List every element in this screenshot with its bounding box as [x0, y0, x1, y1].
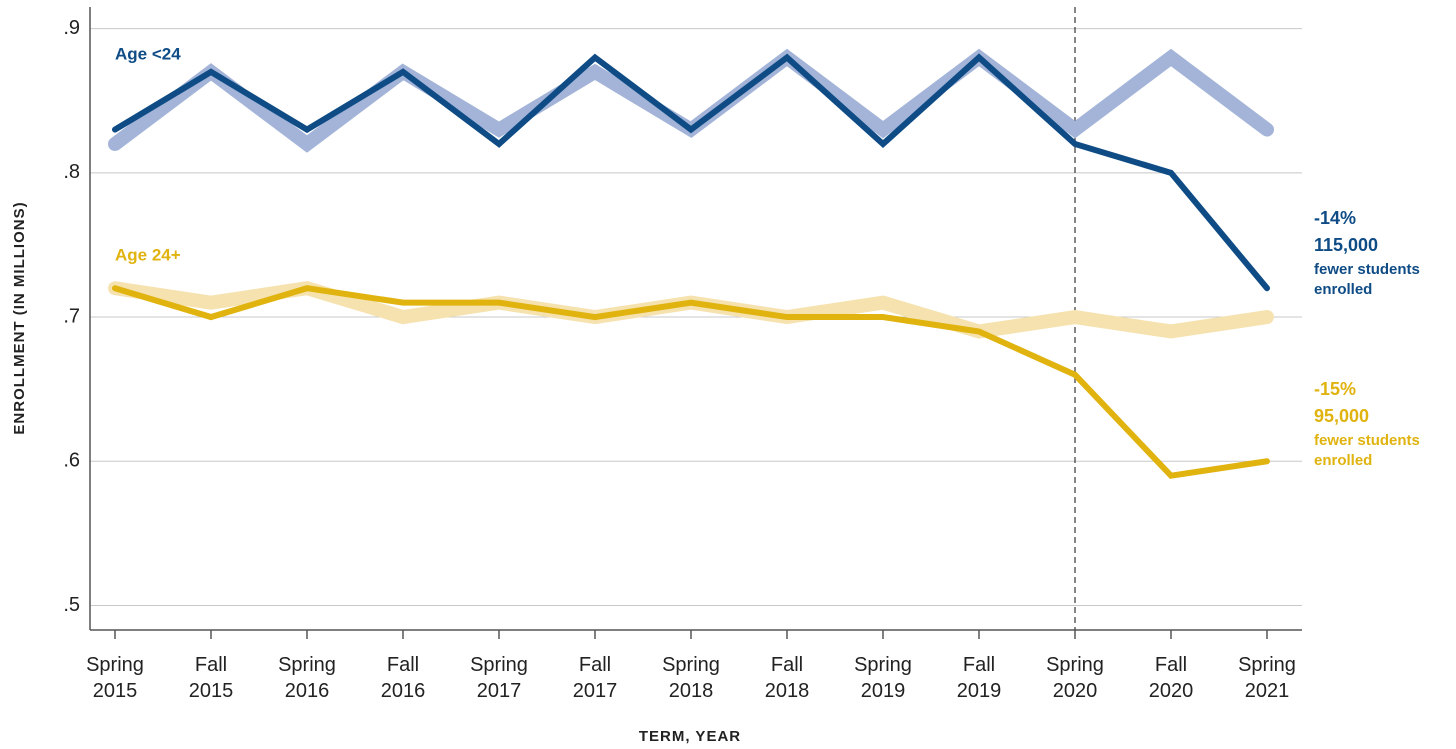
- series-line: [112, 285, 1270, 479]
- annotation: -15%: [1314, 379, 1357, 399]
- annotation: -14%: [1314, 208, 1357, 228]
- x-tick-label: Fall 2016: [380, 654, 426, 702]
- y-tick-label: .6: [63, 450, 80, 472]
- x-tick-label: Spring 2019: [854, 654, 912, 702]
- annotation: fewer students enrolled: [1314, 261, 1420, 298]
- y-tick-label: .7: [63, 305, 80, 327]
- x-tick-label: Spring 2015: [86, 654, 144, 702]
- series-line: [112, 53, 1270, 292]
- x-axis-title: TERM, YEAR: [639, 728, 741, 745]
- x-tick-label: Fall 2019: [956, 654, 1002, 702]
- y-axis-title: ENROLLMENT (IN MILLIONS): [11, 201, 28, 434]
- x-tick-label: Spring 2020: [1046, 654, 1104, 702]
- x-tick-label: Fall 2020: [1148, 654, 1194, 702]
- y-tick-label: .8: [63, 161, 80, 183]
- series-label: Age <24: [115, 44, 181, 63]
- annotation: fewer students enrolled: [1314, 432, 1420, 469]
- x-tick-label: Spring 2018: [662, 654, 720, 702]
- x-tick-label: Fall 2017: [572, 654, 618, 702]
- y-tick-label: .5: [63, 594, 80, 616]
- x-tick-label: Spring 2016: [278, 654, 336, 702]
- x-tick-label: Spring 2017: [470, 654, 528, 702]
- annotation: 115,000: [1314, 235, 1379, 255]
- y-tick-label: .9: [63, 17, 80, 39]
- x-tick-label: Fall 2015: [188, 654, 234, 702]
- annotation: 95,000: [1314, 406, 1370, 426]
- x-tick-label: Spring 2021: [1238, 654, 1296, 702]
- series-label: Age 24+: [115, 245, 181, 264]
- x-tick-label: Fall 2018: [764, 654, 810, 702]
